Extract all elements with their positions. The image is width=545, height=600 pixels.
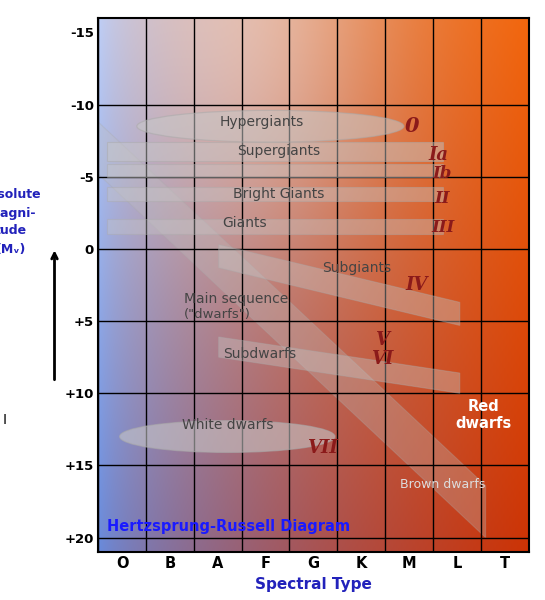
Text: VI: VI: [371, 350, 393, 368]
Text: 0: 0: [405, 116, 420, 136]
Polygon shape: [107, 164, 443, 177]
X-axis label: Spectral Type: Spectral Type: [255, 577, 372, 592]
Ellipse shape: [137, 110, 404, 142]
Text: Red
dwarfs: Red dwarfs: [455, 398, 512, 431]
Text: Bright Giants: Bright Giants: [233, 187, 325, 201]
Text: Giants: Giants: [222, 216, 267, 230]
Text: Supergiants: Supergiants: [238, 144, 320, 158]
Polygon shape: [107, 187, 443, 201]
Polygon shape: [98, 122, 486, 538]
Polygon shape: [107, 218, 443, 235]
Text: White dwarfs: White dwarfs: [181, 418, 273, 432]
Text: Ib: Ib: [433, 164, 452, 182]
Text: I: I: [3, 413, 7, 427]
Text: Ia: Ia: [428, 146, 448, 164]
Polygon shape: [219, 337, 460, 393]
Text: IV: IV: [405, 276, 428, 294]
Text: III: III: [431, 219, 454, 236]
Polygon shape: [219, 245, 460, 325]
Text: VII: VII: [307, 439, 337, 457]
Text: Hypergiants: Hypergiants: [220, 115, 304, 129]
Text: Subgiants: Subgiants: [322, 260, 391, 275]
Polygon shape: [107, 142, 443, 161]
Text: absolute
magni-
tude
(Mᵥ): absolute magni- tude (Mᵥ): [0, 188, 41, 256]
Ellipse shape: [120, 421, 335, 452]
Text: V: V: [376, 331, 389, 349]
Text: II: II: [435, 190, 450, 207]
Text: Main sequence: Main sequence: [184, 292, 288, 307]
Text: Hertzsprung-Russell Diagram: Hertzsprung-Russell Diagram: [107, 518, 350, 533]
Text: Subdwarfs: Subdwarfs: [223, 347, 296, 361]
Text: Brown dwarfs: Brown dwarfs: [400, 478, 485, 491]
Text: ("dwarfs"): ("dwarfs"): [184, 308, 251, 321]
